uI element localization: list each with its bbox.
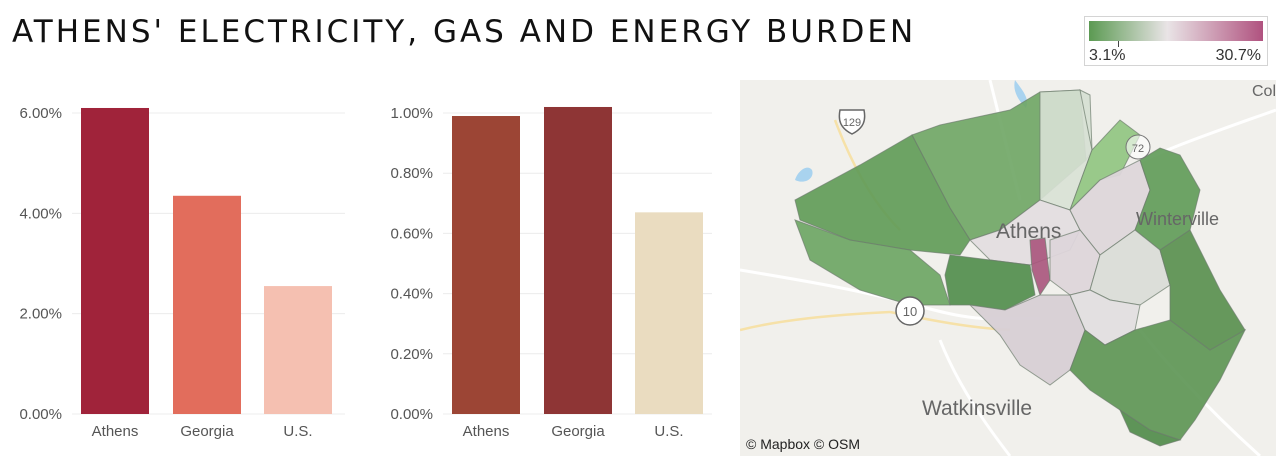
energy-burden-map[interactable]: 129 72 10 Athens Winterville Watkinsvill… xyxy=(740,80,1276,456)
y-tick-label: 2.00% xyxy=(19,306,62,323)
bar-athens[interactable] xyxy=(452,116,520,414)
x-tick-label: U.S. xyxy=(283,423,312,440)
x-tick-label: U.S. xyxy=(654,423,683,440)
winterville-place-label: Winterville xyxy=(1136,209,1219,229)
col-place-label: Col xyxy=(1252,83,1276,100)
athens-place-label: Athens xyxy=(996,220,1061,243)
watkinsville-place-label: Watkinsville xyxy=(922,397,1032,420)
legend-gradient xyxy=(1089,21,1263,41)
bar-chart-2: 0.00% 0.20% 0.40% 0.60% 0.80% 1.00% Athens Geor… xyxy=(390,105,712,440)
legend-max-label: 30.7% xyxy=(1215,47,1261,64)
y-tick-label: 0.40% xyxy=(390,286,433,303)
y-tick-label: 0.00% xyxy=(19,406,62,423)
page-title: ATHENS' ELECTRICITY, GAS AND ENERGY BURD… xyxy=(12,14,917,50)
electricity-burden-chart: 0.00%2.00%4.00%6.00%Athens Georgia U.S.0.0… xyxy=(19,105,712,440)
y-tick-label: 0.60% xyxy=(390,225,433,242)
map-canvas: 129 72 10 Athens Winterville Watkinsvill… xyxy=(740,80,1276,456)
route-129-label: 129 xyxy=(843,117,861,129)
y-tick-label: 0.00% xyxy=(390,406,433,423)
y-tick-label: 6.00% xyxy=(19,105,62,122)
bar-chart-1: 0.00% 2.00% 4.00% 6.00% Athens Georgia U.S. xyxy=(19,105,345,440)
y-tick-label: 1.00% xyxy=(390,105,433,122)
legend-min-label: 3.1% xyxy=(1089,47,1126,64)
bar-georgia[interactable] xyxy=(544,106,612,414)
route-72-label: 72 xyxy=(1132,143,1144,155)
bar-georgia[interactable] xyxy=(173,195,241,414)
y-tick-label: 0.80% xyxy=(390,165,433,182)
y-tick-label: 4.00% xyxy=(19,205,62,222)
legend-tick xyxy=(1118,41,1119,47)
x-tick-label: Georgia xyxy=(180,423,234,440)
map-attribution[interactable]: © Mapbox © OSM xyxy=(746,436,860,452)
x-tick-label: Athens xyxy=(463,423,510,440)
y-tick-label: 0.20% xyxy=(390,346,433,363)
x-tick-label: Athens xyxy=(92,423,139,440)
route-10-label: 10 xyxy=(903,304,917,319)
x-tick-label: Georgia xyxy=(551,423,605,440)
bar-us[interactable] xyxy=(264,286,332,414)
bar-athens[interactable] xyxy=(81,107,149,414)
bar-us[interactable] xyxy=(635,212,703,414)
color-legend: 3.1% 30.7% xyxy=(1084,16,1268,66)
